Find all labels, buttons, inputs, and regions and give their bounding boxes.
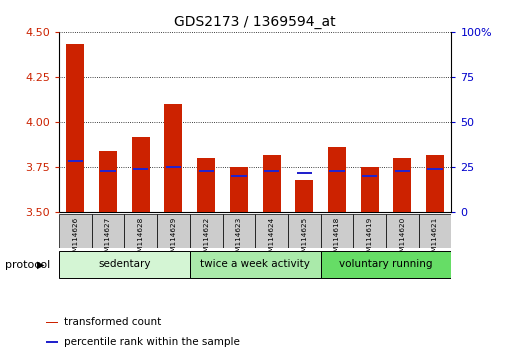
Bar [132, 137, 150, 212]
Bar [124, 214, 157, 248]
Bar [393, 158, 411, 212]
Bar [426, 155, 444, 212]
Text: ▶: ▶ [37, 259, 45, 270]
Bar [321, 251, 451, 278]
Bar [394, 170, 410, 172]
Text: GSM114618: GSM114618 [334, 217, 340, 261]
Bar [255, 214, 288, 248]
Text: twice a week activity: twice a week activity [200, 259, 310, 269]
Bar [353, 214, 386, 248]
Bar [199, 170, 214, 172]
Bar [59, 251, 190, 278]
Bar [223, 214, 255, 248]
Bar [264, 170, 279, 172]
Bar [46, 322, 58, 323]
Text: sedentary: sedentary [98, 259, 151, 269]
Text: GSM114628: GSM114628 [138, 217, 144, 261]
Bar [263, 155, 281, 212]
Bar [46, 341, 58, 343]
Bar [165, 104, 183, 212]
Text: percentile rank within the sample: percentile rank within the sample [65, 337, 241, 347]
Bar [133, 168, 148, 170]
Text: GSM114622: GSM114622 [203, 217, 209, 261]
Bar [231, 175, 247, 177]
Bar [166, 166, 181, 169]
Text: GSM114626: GSM114626 [72, 217, 78, 261]
Text: GSM114621: GSM114621 [432, 217, 438, 261]
Bar [329, 170, 345, 172]
Text: GSM114620: GSM114620 [400, 217, 405, 261]
Bar [295, 180, 313, 212]
Bar [66, 45, 84, 212]
Bar [427, 168, 443, 170]
Bar [197, 158, 215, 212]
Bar [92, 214, 125, 248]
Bar [328, 147, 346, 212]
Bar [190, 251, 321, 278]
Text: protocol: protocol [5, 259, 50, 270]
Bar [99, 151, 117, 212]
Bar [101, 170, 116, 172]
Bar [190, 214, 223, 248]
Bar [230, 167, 248, 212]
Bar [419, 214, 451, 248]
Bar [386, 214, 419, 248]
Text: GSM114627: GSM114627 [105, 217, 111, 261]
Bar [361, 167, 379, 212]
Bar [362, 175, 378, 177]
Bar [288, 214, 321, 248]
Text: transformed count: transformed count [65, 318, 162, 327]
Text: GSM114624: GSM114624 [269, 217, 274, 261]
Bar [68, 160, 83, 162]
Text: voluntary running: voluntary running [339, 259, 433, 269]
Text: GSM114619: GSM114619 [367, 217, 372, 261]
Bar [297, 171, 312, 174]
Bar [157, 214, 190, 248]
Bar [321, 214, 353, 248]
Title: GDS2173 / 1369594_at: GDS2173 / 1369594_at [174, 16, 336, 29]
Text: GSM114623: GSM114623 [236, 217, 242, 261]
Bar [59, 214, 92, 248]
Text: GSM114625: GSM114625 [301, 217, 307, 261]
Text: GSM114629: GSM114629 [170, 217, 176, 261]
